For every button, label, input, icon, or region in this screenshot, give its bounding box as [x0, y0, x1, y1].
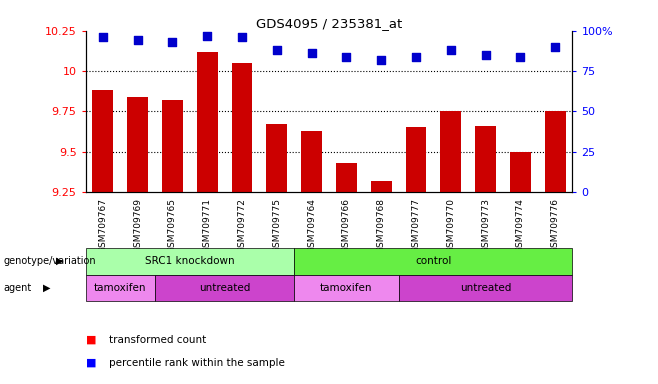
Text: untreated: untreated — [460, 283, 511, 293]
Text: ▶: ▶ — [43, 283, 50, 293]
Bar — [336, 163, 357, 192]
Point — [272, 47, 282, 53]
Point — [376, 57, 386, 63]
Point — [445, 47, 456, 53]
Point — [97, 34, 108, 40]
Text: ■: ■ — [86, 358, 96, 368]
Text: tamoxifen: tamoxifen — [94, 283, 147, 293]
Bar — [127, 97, 148, 192]
Bar — [93, 90, 113, 192]
Bar — [232, 63, 253, 192]
Point — [307, 50, 317, 56]
Text: SRC1 knockdown: SRC1 knockdown — [145, 256, 235, 266]
Text: transformed count: transformed count — [109, 335, 206, 345]
Text: tamoxifen: tamoxifen — [320, 283, 372, 293]
Text: agent: agent — [3, 283, 32, 293]
Bar — [440, 111, 461, 192]
Bar — [301, 131, 322, 192]
Bar — [197, 52, 218, 192]
Bar — [545, 111, 565, 192]
Bar — [510, 152, 531, 192]
Bar — [405, 127, 426, 192]
Text: genotype/variation: genotype/variation — [3, 256, 96, 266]
Text: ▶: ▶ — [56, 256, 63, 266]
Point — [480, 52, 491, 58]
Point — [550, 44, 561, 50]
Point — [202, 33, 213, 39]
Text: percentile rank within the sample: percentile rank within the sample — [109, 358, 284, 368]
Text: ■: ■ — [86, 335, 96, 345]
Point — [167, 39, 178, 45]
Point — [411, 53, 421, 60]
Point — [515, 53, 526, 60]
Title: GDS4095 / 235381_at: GDS4095 / 235381_at — [256, 17, 402, 30]
Text: untreated: untreated — [199, 283, 250, 293]
Bar — [162, 100, 183, 192]
Bar — [475, 126, 496, 192]
Point — [237, 34, 247, 40]
Bar — [266, 124, 288, 192]
Point — [341, 53, 351, 60]
Point — [132, 37, 143, 43]
Bar — [370, 181, 392, 192]
Text: control: control — [415, 256, 451, 266]
